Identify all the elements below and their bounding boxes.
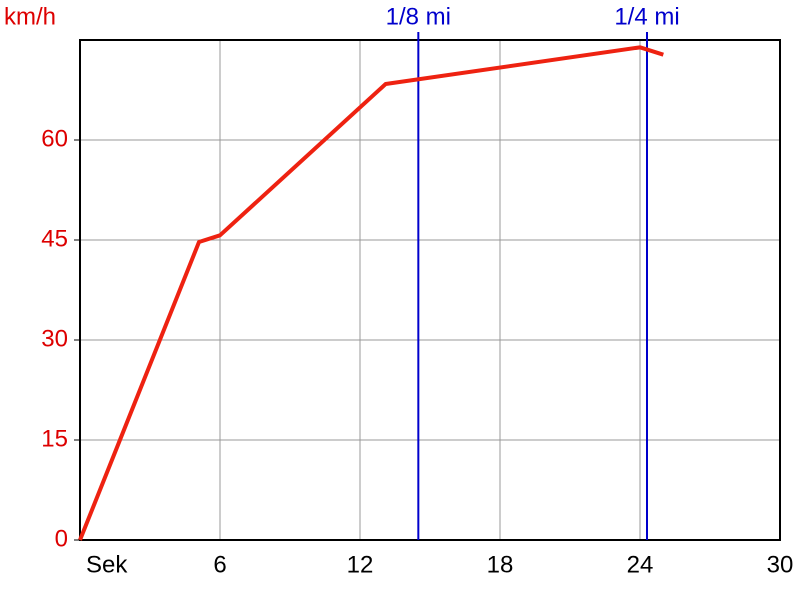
- y-tick-label: 60: [41, 125, 68, 152]
- distance-marker-label: 1/8 mi: [386, 3, 451, 30]
- x-tick-label: 6: [213, 551, 226, 578]
- y-tick-label: 30: [41, 325, 68, 352]
- x-tick-label: 12: [347, 551, 374, 578]
- y-tick-label: 0: [55, 525, 68, 552]
- x-tick-label: 30: [767, 551, 794, 578]
- y-tick-label: 45: [41, 225, 68, 252]
- x-tick-label: 18: [487, 551, 514, 578]
- x-tick-label: 24: [627, 551, 654, 578]
- distance-marker-label: 1/4 mi: [614, 3, 679, 30]
- y-axis-label: km/h: [4, 3, 56, 30]
- x-tick-label: Sek: [86, 551, 128, 578]
- speed-line: [78, 45, 664, 541]
- y-tick-label: 15: [41, 425, 68, 452]
- plot-frame: [79, 39, 781, 541]
